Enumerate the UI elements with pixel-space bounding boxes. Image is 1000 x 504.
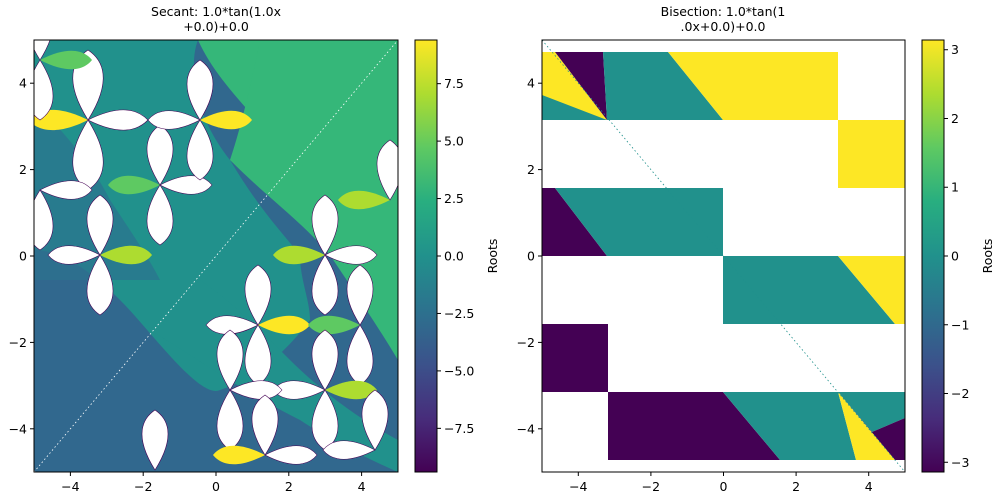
bisection-region-3 [542, 95, 607, 120]
secant-ytick-label: 2 [19, 162, 27, 177]
bisection-colorbar-tick-label: 0 [951, 249, 959, 264]
secant-colorbar-tick-label: −2.5 [444, 306, 474, 321]
bisection-region-10 [838, 256, 905, 324]
secant-axes-ticks: −4 −2 0 2 4 −4 −2 0 2 4 [9, 76, 366, 494]
secant-title-line2: +0.0)+0.0 [183, 19, 249, 34]
bisection-heatmap [542, 40, 905, 472]
secant-colorbar-tick-label: −7.5 [444, 421, 474, 436]
bisection-region-13 [723, 392, 856, 460]
secant-xtick-label: 0 [212, 479, 220, 494]
secant-xtick-label: −2 [134, 479, 152, 494]
secant-fractal-petals [34, 40, 398, 471]
bisection-xtick-label: −4 [569, 479, 587, 494]
bisection-region-5 [668, 52, 838, 120]
secant-colorbar-tick-label: 5.0 [444, 134, 464, 149]
bisection-ytick-label: 0 [527, 249, 535, 264]
secant-ytick-label: 0 [19, 249, 27, 264]
secant-heatmap [34, 40, 398, 472]
bisection-colorbar-tick-label: 1 [951, 180, 959, 195]
bisection-region-12 [608, 392, 780, 460]
secant-panel: Secant: 1.0*tan(1.0x +0.0)+0.0 [9, 4, 500, 494]
bisection-panel: Bisection: 1.0*tan(1 .0x+0.0)+0.0 −4 −2 0 2… [517, 4, 995, 494]
bisection-colorbar-ticks: −3 −2 −1 0 1 2 3 [944, 42, 969, 470]
secant-ytick-label: 4 [19, 76, 27, 91]
secant-title-line1: Secant: 1.0*tan(1.0x [151, 4, 281, 19]
bisection-region-7 [542, 188, 607, 256]
bisection-colorbar-tick-label: 2 [951, 111, 959, 126]
secant-ytick-label: −2 [9, 335, 27, 350]
bisection-colorbar-tick-label: 3 [951, 42, 959, 57]
bisection-colorbar-tick-label: −2 [951, 386, 969, 401]
bisection-region-15 [838, 392, 905, 460]
secant-band-teal-2 [34, 100, 160, 280]
secant-xtick-label: 4 [358, 479, 366, 494]
bisection-title-line2: .0x+0.0)+0.0 [681, 19, 766, 34]
bisection-region-6 [838, 120, 905, 188]
bisection-ytick-label: −2 [517, 335, 535, 350]
bisection-region-8 [555, 188, 723, 256]
bisection-xtick-label: 0 [720, 479, 728, 494]
bisection-axes-ticks: −4 −2 0 2 4 −4 −2 0 2 4 [517, 76, 873, 494]
bisection-colorbar [921, 39, 945, 473]
secant-xtick-label: −4 [61, 479, 79, 494]
secant-colorbar [414, 39, 438, 473]
bisection-ytick-label: 4 [527, 76, 535, 91]
bisection-colorbar-tick-label: −1 [951, 317, 969, 332]
bisection-colorbar-tick-label: −3 [951, 455, 969, 470]
bisection-xtick-label: −2 [642, 479, 660, 494]
bisection-region-14 [838, 392, 905, 432]
bisection-region-4 [603, 52, 723, 120]
bisection-ytick-label: 2 [527, 162, 535, 177]
secant-colorbar-tick-label: 2.5 [444, 191, 464, 206]
secant-colorbar-ticks: −7.5 −5.0 −2.5 0.0 2.5 5.0 7.5 [437, 76, 474, 436]
bisection-xtick-label: 2 [792, 479, 800, 494]
secant-colorbar-tick-label: 0.0 [444, 249, 464, 264]
secant-colorbar-tick-label: −5.0 [444, 363, 474, 378]
secant-xtick-label: 2 [285, 479, 293, 494]
bisection-region-11 [542, 324, 608, 392]
bisection-xtick-label: 4 [865, 479, 873, 494]
bisection-title-line1: Bisection: 1.0*tan(1 [661, 4, 786, 19]
bisection-colorbar-label: Roots [980, 239, 995, 274]
secant-ytick-label: −4 [9, 421, 27, 436]
secant-colorbar-tick-label: 7.5 [444, 76, 464, 91]
secant-colorbar-label: Roots [485, 239, 500, 274]
bisection-ytick-label: −4 [517, 421, 535, 436]
